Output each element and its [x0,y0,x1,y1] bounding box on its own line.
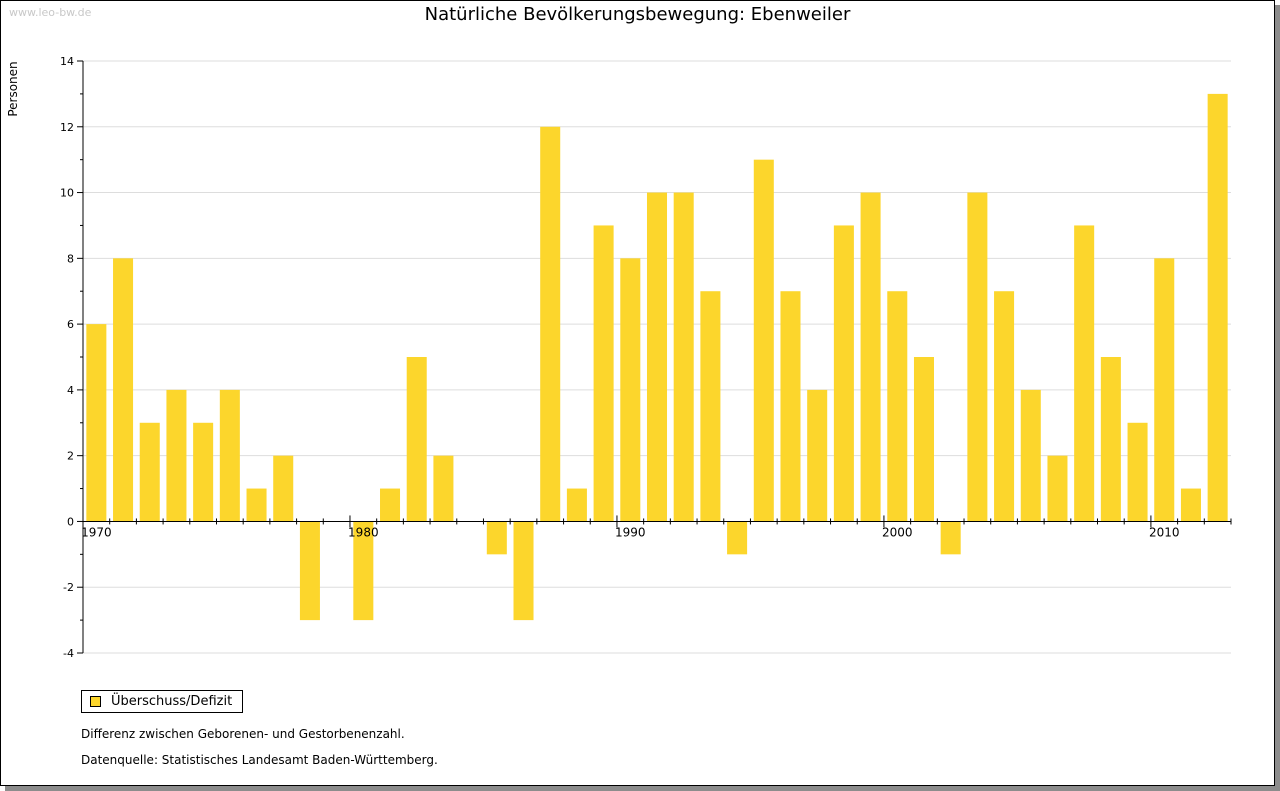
bar [433,455,454,522]
y-tick-label: -2 [63,581,74,594]
bar [673,192,694,522]
bar [139,422,160,522]
chart-description: Differenz zwischen Geborenen- und Gestor… [81,727,405,741]
y-tick-label: 2 [67,450,74,463]
bar [299,521,320,621]
watermark: www.leo-bw.de [9,6,92,19]
bar [1180,488,1201,522]
bar [994,291,1015,522]
bar [1100,357,1121,522]
x-tick-label: 2000 [882,525,913,539]
bar [193,422,214,522]
bar [380,488,401,522]
x-tick-label: 2010 [1149,525,1180,539]
legend-label: Überschuss/Defizit [111,694,233,709]
x-tick-label: 1990 [615,525,646,539]
bar [753,159,774,522]
bar [646,192,668,522]
y-tick-label: 14 [60,55,74,68]
y-tick-label: 6 [67,318,74,331]
bar [700,291,721,522]
bar [1207,93,1228,522]
y-tick-label: 12 [60,121,74,134]
bar [780,291,801,522]
x-tick-label: 1980 [348,525,379,539]
bar [513,521,534,621]
bar [246,488,267,522]
bar [967,192,988,522]
bar [1020,389,1041,522]
data-source: Datenquelle: Statistisches Landesamt Bad… [81,753,438,767]
bar [1154,258,1175,522]
bar [540,126,561,522]
bar [860,192,881,522]
y-tick-label: 4 [67,384,74,397]
bar [566,488,587,522]
legend-swatch [90,696,101,707]
bar [1127,422,1148,522]
y-tick-label: 10 [60,187,74,200]
bar [833,225,854,522]
bar [593,225,614,522]
bar [273,455,294,522]
y-tick-label: 0 [67,515,74,528]
bar [727,521,748,555]
bar [1074,225,1095,522]
bar [807,389,828,522]
bar [166,389,187,522]
bar [486,521,507,555]
y-tick-label: -4 [63,647,74,660]
bar [86,324,107,522]
bar [913,357,934,522]
bar [887,291,908,522]
x-tick-label: 1970 [81,525,112,539]
bar [620,258,641,522]
bar [1047,455,1068,522]
bar [219,389,240,522]
legend: Überschuss/Defizit [81,690,244,713]
bar [113,258,134,522]
y-tick-label: 8 [67,252,74,265]
bar [406,357,427,522]
bar [940,521,961,555]
bar [353,521,374,621]
chart-title: Natürliche Bevölkerungsbewegung: Ebenwei… [424,4,851,25]
